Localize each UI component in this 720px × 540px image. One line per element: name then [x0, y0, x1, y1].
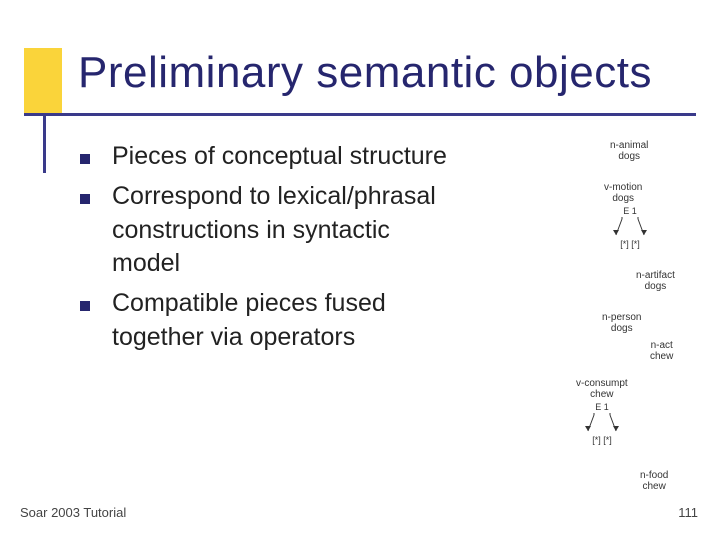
diagram-tree: E 1[*] [*]: [582, 402, 622, 446]
slide-title: Preliminary semantic objects: [78, 48, 652, 98]
diagram-node: n-actchew: [650, 340, 673, 362]
decoration-line-horizontal: [24, 113, 696, 116]
diagram-node: n-foodchew: [640, 470, 668, 492]
decoration-line-vertical: [43, 113, 46, 173]
bullet-text: Compatible pieces fused together via ope…: [112, 287, 460, 355]
diagram-node: v-consumptchew: [576, 378, 628, 400]
list-item: Correspond to lexical/phrasal constructi…: [80, 180, 460, 281]
diagram-node: n-animaldogs: [610, 140, 648, 162]
footer-text: Soar 2003 Tutorial: [20, 505, 126, 520]
list-item: Compatible pieces fused together via ope…: [80, 287, 460, 355]
diagram-node: v-motiondogs: [604, 182, 642, 204]
diagram-tree: E 1[*] [*]: [610, 206, 650, 250]
bullet-icon: [80, 194, 90, 204]
bullet-list: Pieces of conceptual structure Correspon…: [80, 140, 460, 361]
list-item: Pieces of conceptual structure: [80, 140, 460, 174]
bullet-icon: [80, 154, 90, 164]
diagram-node: n-persondogs: [602, 312, 641, 334]
page-number: 111: [678, 505, 698, 520]
bullet-text: Pieces of conceptual structure: [112, 140, 447, 174]
decoration-yellow-block: [24, 48, 62, 114]
bullet-icon: [80, 301, 90, 311]
diagram-node: n-artifactdogs: [636, 270, 675, 292]
bullet-text: Correspond to lexical/phrasal constructi…: [112, 180, 460, 281]
